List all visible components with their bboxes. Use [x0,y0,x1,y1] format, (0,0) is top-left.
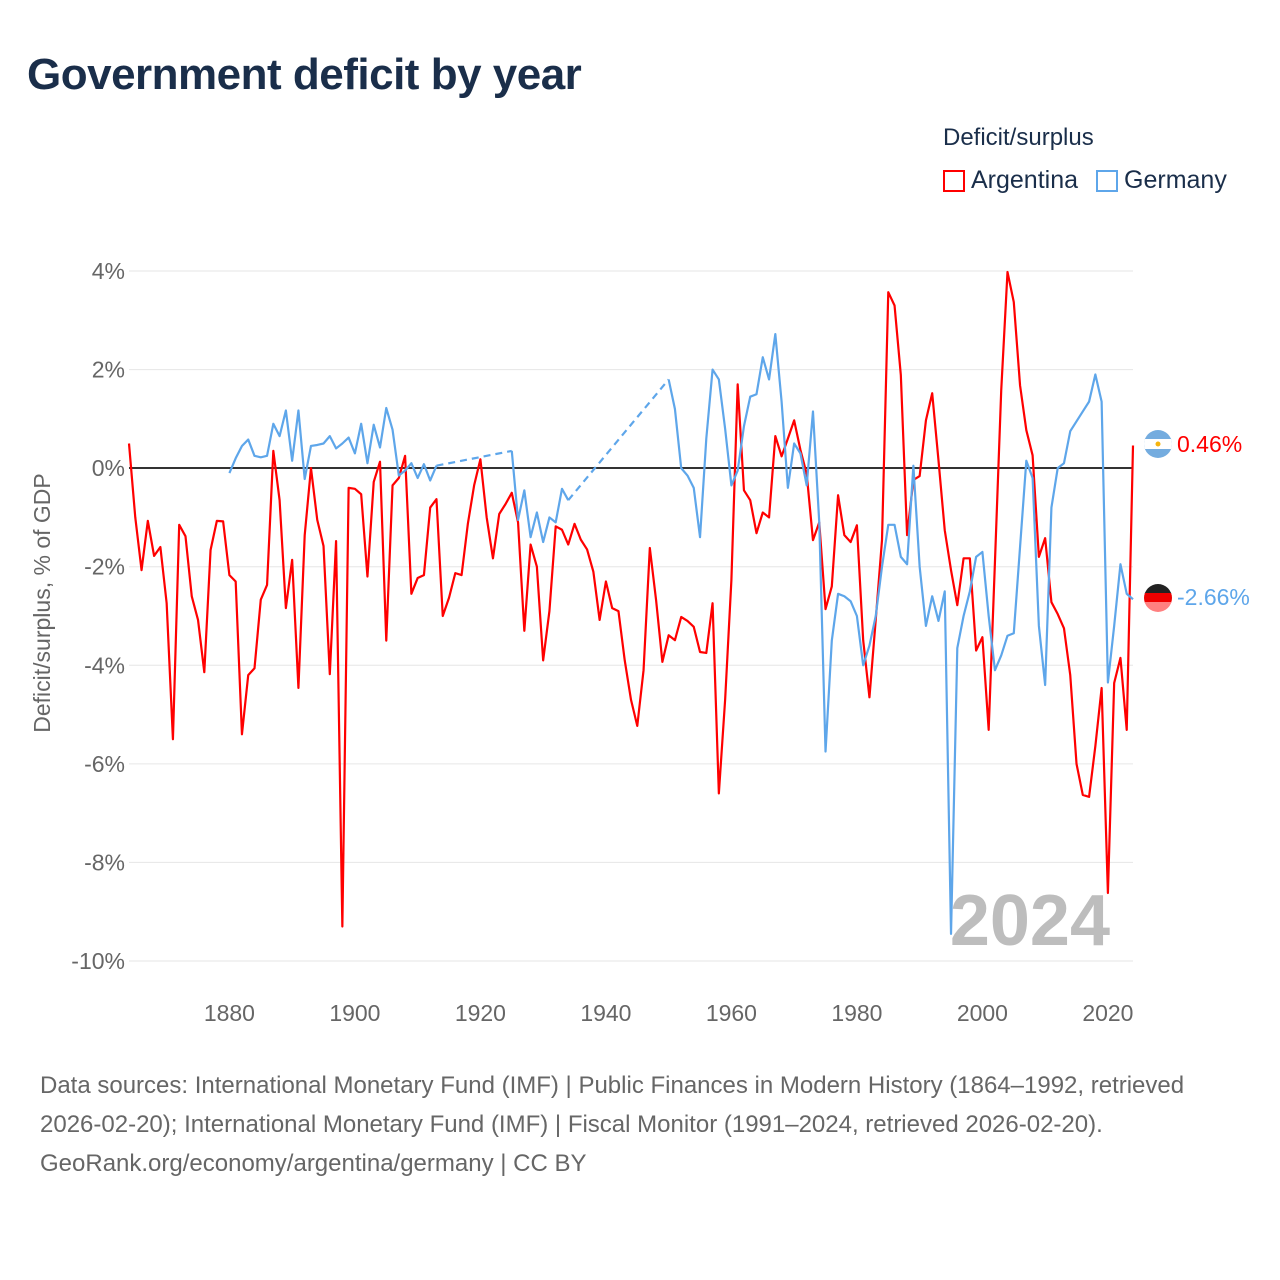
y-tick-label: -10% [71,948,125,974]
series-line-germany [667,332,1134,935]
series-line-argentina [127,270,1135,928]
x-tick-label: 1940 [580,1000,631,1026]
series-germany [228,332,1134,935]
legend-swatch-germany [1096,169,1119,192]
year-watermark: 2024 [950,881,1110,961]
flag-germany-icon [1144,584,1172,612]
series-gap-germany [567,378,670,501]
end-label-argentina: 0.46% [1177,431,1242,457]
y-tick-label: 0% [92,455,125,481]
legend-label-argentina: Argentina [971,166,1079,194]
legend-item-argentina[interactable]: Argentina [943,166,1078,195]
y-tick-label: -8% [84,849,125,875]
x-tick-label: 2000 [957,1000,1008,1026]
x-tick-label: 1980 [831,1000,882,1026]
chart-title: Government deficit by year [27,50,582,99]
legend: Argentina Germany [943,166,1227,195]
series-line-germany [228,406,438,482]
legend-title: Deficit/surplus [943,124,1094,151]
y-tick-label: 2% [92,357,125,383]
series-lines [127,270,1135,935]
legend-label-germany: Germany [1124,166,1227,194]
y-tick-label: 4% [92,258,125,284]
series-gap-germany [436,449,512,467]
y-tick-label: -2% [84,554,125,580]
x-tick-label: 1880 [204,1000,255,1026]
y-tick-label: -6% [84,751,125,777]
x-tick-label: 1960 [706,1000,757,1026]
series-argentina [127,270,1135,928]
footer: Data sources: International Monetary Fun… [40,1066,1240,1183]
legend-swatch-argentina [943,169,965,192]
x-tick-label: 1900 [329,1000,380,1026]
data-sources: Data sources: International Monetary Fun… [40,1072,1185,1138]
x-tick-label: 2020 [1082,1000,1133,1026]
y-tick-label: -4% [84,652,125,678]
y-axis-label: Deficit/surplus, % of GDP [29,473,55,732]
credit-link[interactable]: GeoRank.org/economy/argentina/germany | … [40,1150,587,1177]
flag-argentina-icon [1144,430,1172,458]
x-tick-label: 1920 [455,1000,506,1026]
end-label-germany: -2.66% [1177,584,1250,610]
legend-item-germany[interactable]: Germany [1096,166,1227,195]
series-line-germany [510,450,570,544]
grid: 4% 2% 0% -2% -4% -6% -8% -10% 1880 1900 1920 1940 19… [71,258,1133,1026]
